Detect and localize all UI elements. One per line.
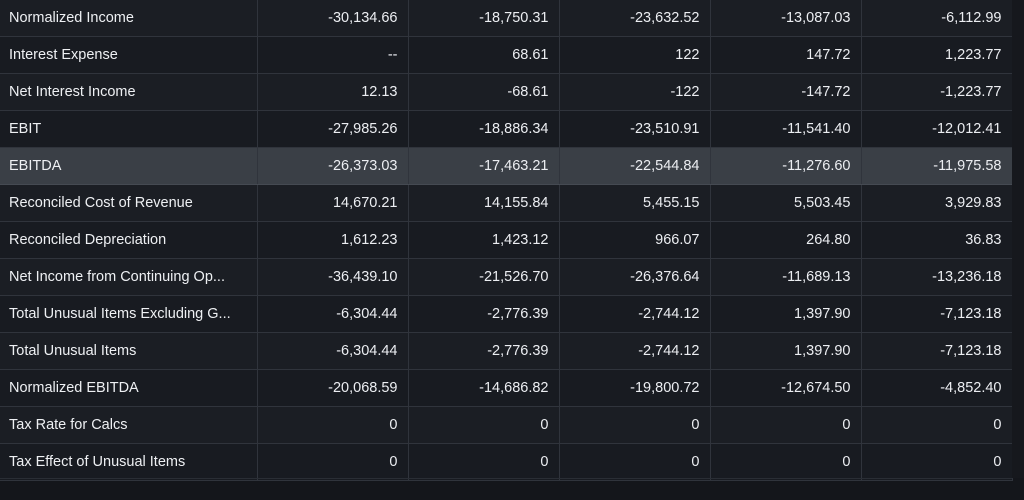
table-cell: -21,526.70 <box>408 258 560 296</box>
table-cell: -23,632.52 <box>559 0 711 37</box>
table-cell: 5,455.15 <box>559 184 711 222</box>
table-cell: -17,463.21 <box>408 147 560 185</box>
table-cell: 14,155.84 <box>408 184 560 222</box>
table-row-ebitda[interactable]: EBITDA -26,373.03 -17,463.21 -22,544.84 … <box>0 147 1013 185</box>
table-cell: 0 <box>559 443 711 481</box>
table-cell: -36,439.10 <box>257 258 409 296</box>
row-label: EBITDA <box>0 147 258 185</box>
table-cell: 1,612.23 <box>257 221 409 259</box>
table-cell: -- <box>257 36 409 74</box>
table-cell: -27,985.26 <box>257 110 409 148</box>
table-cell: 1,223.77 <box>861 36 1013 74</box>
table-cell: 0 <box>559 406 711 444</box>
table-cell: -2,776.39 <box>408 332 560 370</box>
table-cell: 0 <box>710 406 862 444</box>
table-cell: -2,744.12 <box>559 295 711 333</box>
table-cell: -18,750.31 <box>408 0 560 37</box>
table-cell: 12.13 <box>257 73 409 111</box>
table-cell: -30,134.66 <box>257 0 409 37</box>
table-cell: -147.72 <box>710 73 862 111</box>
row-label: Tax Effect of Unusual Items <box>0 443 258 481</box>
table-cell: 966.07 <box>559 221 711 259</box>
table-cell: -26,373.03 <box>257 147 409 185</box>
table-cell: 0 <box>861 406 1013 444</box>
row-label: Normalized EBITDA <box>0 369 258 407</box>
table-cell: -2,776.39 <box>408 295 560 333</box>
table-row-reconciled-depreciation[interactable]: Reconciled Depreciation 1,612.23 1,423.1… <box>0 221 1013 259</box>
table-cell: -26,376.64 <box>559 258 711 296</box>
table-cell: -22,544.84 <box>559 147 711 185</box>
table-cell: -4,852.40 <box>861 369 1013 407</box>
table-cell: 5,503.45 <box>710 184 862 222</box>
table-row-normalized-ebitda[interactable]: Normalized EBITDA -20,068.59 -14,686.82 … <box>0 369 1013 407</box>
table-cell: 1,397.90 <box>710 332 862 370</box>
table-row-net-income-continuing-ops[interactable]: Net Income from Continuing Op... -36,439… <box>0 258 1013 296</box>
row-label: Tax Rate for Calcs <box>0 406 258 444</box>
table-row-tax-rate-for-calcs[interactable]: Tax Rate for Calcs 0 0 0 0 0 <box>0 406 1013 444</box>
table-cell: -23,510.91 <box>559 110 711 148</box>
table-cell: -7,123.18 <box>861 295 1013 333</box>
table-cell: 14,670.21 <box>257 184 409 222</box>
table-row-total-unusual-items-excluding[interactable]: Total Unusual Items Excluding G... -6,30… <box>0 295 1013 333</box>
table-cell: 1,397.90 <box>710 295 862 333</box>
table-cell: -6,112.99 <box>861 0 1013 37</box>
table-cell: -68.61 <box>408 73 560 111</box>
table-cell: -11,975.58 <box>861 147 1013 185</box>
table-cell: -11,541.40 <box>710 110 862 148</box>
table-cell: 3,929.83 <box>861 184 1013 222</box>
row-label: Reconciled Depreciation <box>0 221 258 259</box>
table-cell: 68.61 <box>408 36 560 74</box>
table-cell: -6,304.44 <box>257 295 409 333</box>
table-cell: -18,886.34 <box>408 110 560 148</box>
table-cell: -122 <box>559 73 711 111</box>
financials-table: Normalized Income -30,134.66 -18,750.31 … <box>0 0 1013 481</box>
table-cell: 122 <box>559 36 711 74</box>
table-cell: -13,236.18 <box>861 258 1013 296</box>
table-cell: -14,686.82 <box>408 369 560 407</box>
table-cell: 0 <box>710 443 862 481</box>
table-cell: -1,223.77 <box>861 73 1013 111</box>
row-label: EBIT <box>0 110 258 148</box>
table-cell: 36.83 <box>861 221 1013 259</box>
table-cell: -7,123.18 <box>861 332 1013 370</box>
table-cell: 0 <box>408 443 560 481</box>
table-row-normalized-income[interactable]: Normalized Income -30,134.66 -18,750.31 … <box>0 0 1013 37</box>
row-label: Net Income from Continuing Op... <box>0 258 258 296</box>
table-cell: -11,276.60 <box>710 147 862 185</box>
row-label: Interest Expense <box>0 36 258 74</box>
row-label: Total Unusual Items Excluding G... <box>0 295 258 333</box>
table-cell: -12,012.41 <box>861 110 1013 148</box>
table-cell: 0 <box>861 443 1013 481</box>
table-cell: -2,744.12 <box>559 332 711 370</box>
table-cell: 1,423.12 <box>408 221 560 259</box>
row-label: Net Interest Income <box>0 73 258 111</box>
table-row-tax-effect-of-unusual-items[interactable]: Tax Effect of Unusual Items 0 0 0 0 0 <box>0 443 1013 481</box>
table-cell: 0 <box>408 406 560 444</box>
table-bottom-divider <box>0 478 1012 479</box>
table-row-reconciled-cost-of-revenue[interactable]: Reconciled Cost of Revenue 14,670.21 14,… <box>0 184 1013 222</box>
table-cell: -13,087.03 <box>710 0 862 37</box>
table-cell: -12,674.50 <box>710 369 862 407</box>
table-row-total-unusual-items[interactable]: Total Unusual Items -6,304.44 -2,776.39 … <box>0 332 1013 370</box>
table-cell: -11,689.13 <box>710 258 862 296</box>
table-cell: 0 <box>257 406 409 444</box>
row-label: Normalized Income <box>0 0 258 37</box>
table-cell: -19,800.72 <box>559 369 711 407</box>
vertical-scrollbar-track[interactable] <box>1012 0 1024 478</box>
table-row-ebit[interactable]: EBIT -27,985.26 -18,886.34 -23,510.91 -1… <box>0 110 1013 148</box>
table-row-interest-expense[interactable]: Interest Expense -- 68.61 122 147.72 1,2… <box>0 36 1013 74</box>
row-label: Total Unusual Items <box>0 332 258 370</box>
table-row-net-interest-income[interactable]: Net Interest Income 12.13 -68.61 -122 -1… <box>0 73 1013 111</box>
row-label: Reconciled Cost of Revenue <box>0 184 258 222</box>
table-cell: -6,304.44 <box>257 332 409 370</box>
table-cell: 0 <box>257 443 409 481</box>
table-cell: -20,068.59 <box>257 369 409 407</box>
table-cell: 147.72 <box>710 36 862 74</box>
table-cell: 264.80 <box>710 221 862 259</box>
